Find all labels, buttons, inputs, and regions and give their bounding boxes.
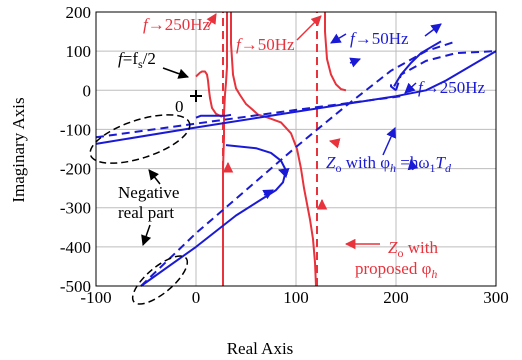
- annotation-red-proposed: proposed φh: [355, 259, 437, 281]
- annotation-negative-line2: real part: [118, 203, 174, 222]
- x-axis-title: Real Axis: [227, 339, 294, 358]
- y-tick-label: 200: [66, 3, 92, 22]
- annotation-zero: 0: [175, 97, 184, 116]
- series-line-1: [222, 12, 228, 286]
- x-tick-label: 100: [283, 288, 309, 307]
- x-tick-label: 200: [383, 288, 409, 307]
- y-tick-label: 0: [83, 81, 92, 100]
- curve-arrowhead-6: [349, 57, 361, 68]
- annotation-red-zo: Zo with: [388, 238, 438, 260]
- decorations: [89, 13, 442, 305]
- arrow-negative-up: [148, 169, 161, 185]
- y-tick-label: -300: [60, 199, 91, 218]
- annotation-blue-zo: Zo with φh =hω1Td: [326, 153, 452, 175]
- series-line-9: [195, 113, 232, 119]
- series-line-11: [390, 84, 397, 92]
- series-line-12: [95, 95, 402, 139]
- x-tick-label: 0: [192, 288, 201, 307]
- negative-real-ellipse-lower: [131, 255, 189, 305]
- arrow-negative-down: [141, 224, 152, 246]
- y-tick-label: -200: [60, 160, 91, 179]
- plot-frame: [95, 11, 497, 287]
- y-tick-label: -400: [60, 238, 91, 257]
- series-line-14: [395, 50, 497, 91]
- y-axis-title: Imaginary Axis: [9, 97, 28, 202]
- series-line-4: [324, 12, 347, 92]
- grid: [96, 12, 496, 286]
- curve-arrowhead-5: [278, 168, 290, 178]
- arrow-fs2: [162, 67, 189, 79]
- y-tick-label: -500: [60, 277, 91, 296]
- arrow-blue-f250: [404, 82, 417, 94]
- y-tick-label: -100: [60, 120, 91, 139]
- x-tick-label: -100: [80, 288, 111, 307]
- tick-labels: -100 0 100 200 300 200 100 0 -100 -200 -300 -400 -50…: [60, 3, 509, 307]
- arrow-blue-f50-left: [330, 33, 347, 44]
- annotation-f-fs2: f=fs/2: [118, 49, 156, 71]
- arrow-blue-f50-right: [424, 23, 442, 37]
- origin-cross: [190, 90, 202, 102]
- negative-real-ellipse-upper: [89, 114, 191, 164]
- x-tick-label: 300: [483, 288, 509, 307]
- annotation-negative-line1: Negative: [118, 183, 179, 202]
- series-line-3: [195, 70, 223, 118]
- curve-arrowhead-4: [262, 189, 274, 200]
- series-line-13: [140, 40, 457, 287]
- arrow-red-f50: [296, 15, 322, 41]
- annotation-blue-f250: f→250Hz: [418, 78, 486, 97]
- annotation-blue-f50: f→50Hz: [350, 29, 409, 48]
- annotation-red-f50: f→50Hz: [236, 35, 295, 54]
- curve-arrowhead-7: [407, 158, 419, 171]
- series-line-2: [230, 12, 317, 287]
- y-tick-label: 100: [66, 42, 92, 61]
- annotation-red-f250: f→250Hz: [143, 15, 211, 34]
- arrow-zo-blue: [382, 127, 396, 156]
- arrow-red-f250: [206, 13, 217, 28]
- curve-arrowhead-3: [328, 138, 341, 149]
